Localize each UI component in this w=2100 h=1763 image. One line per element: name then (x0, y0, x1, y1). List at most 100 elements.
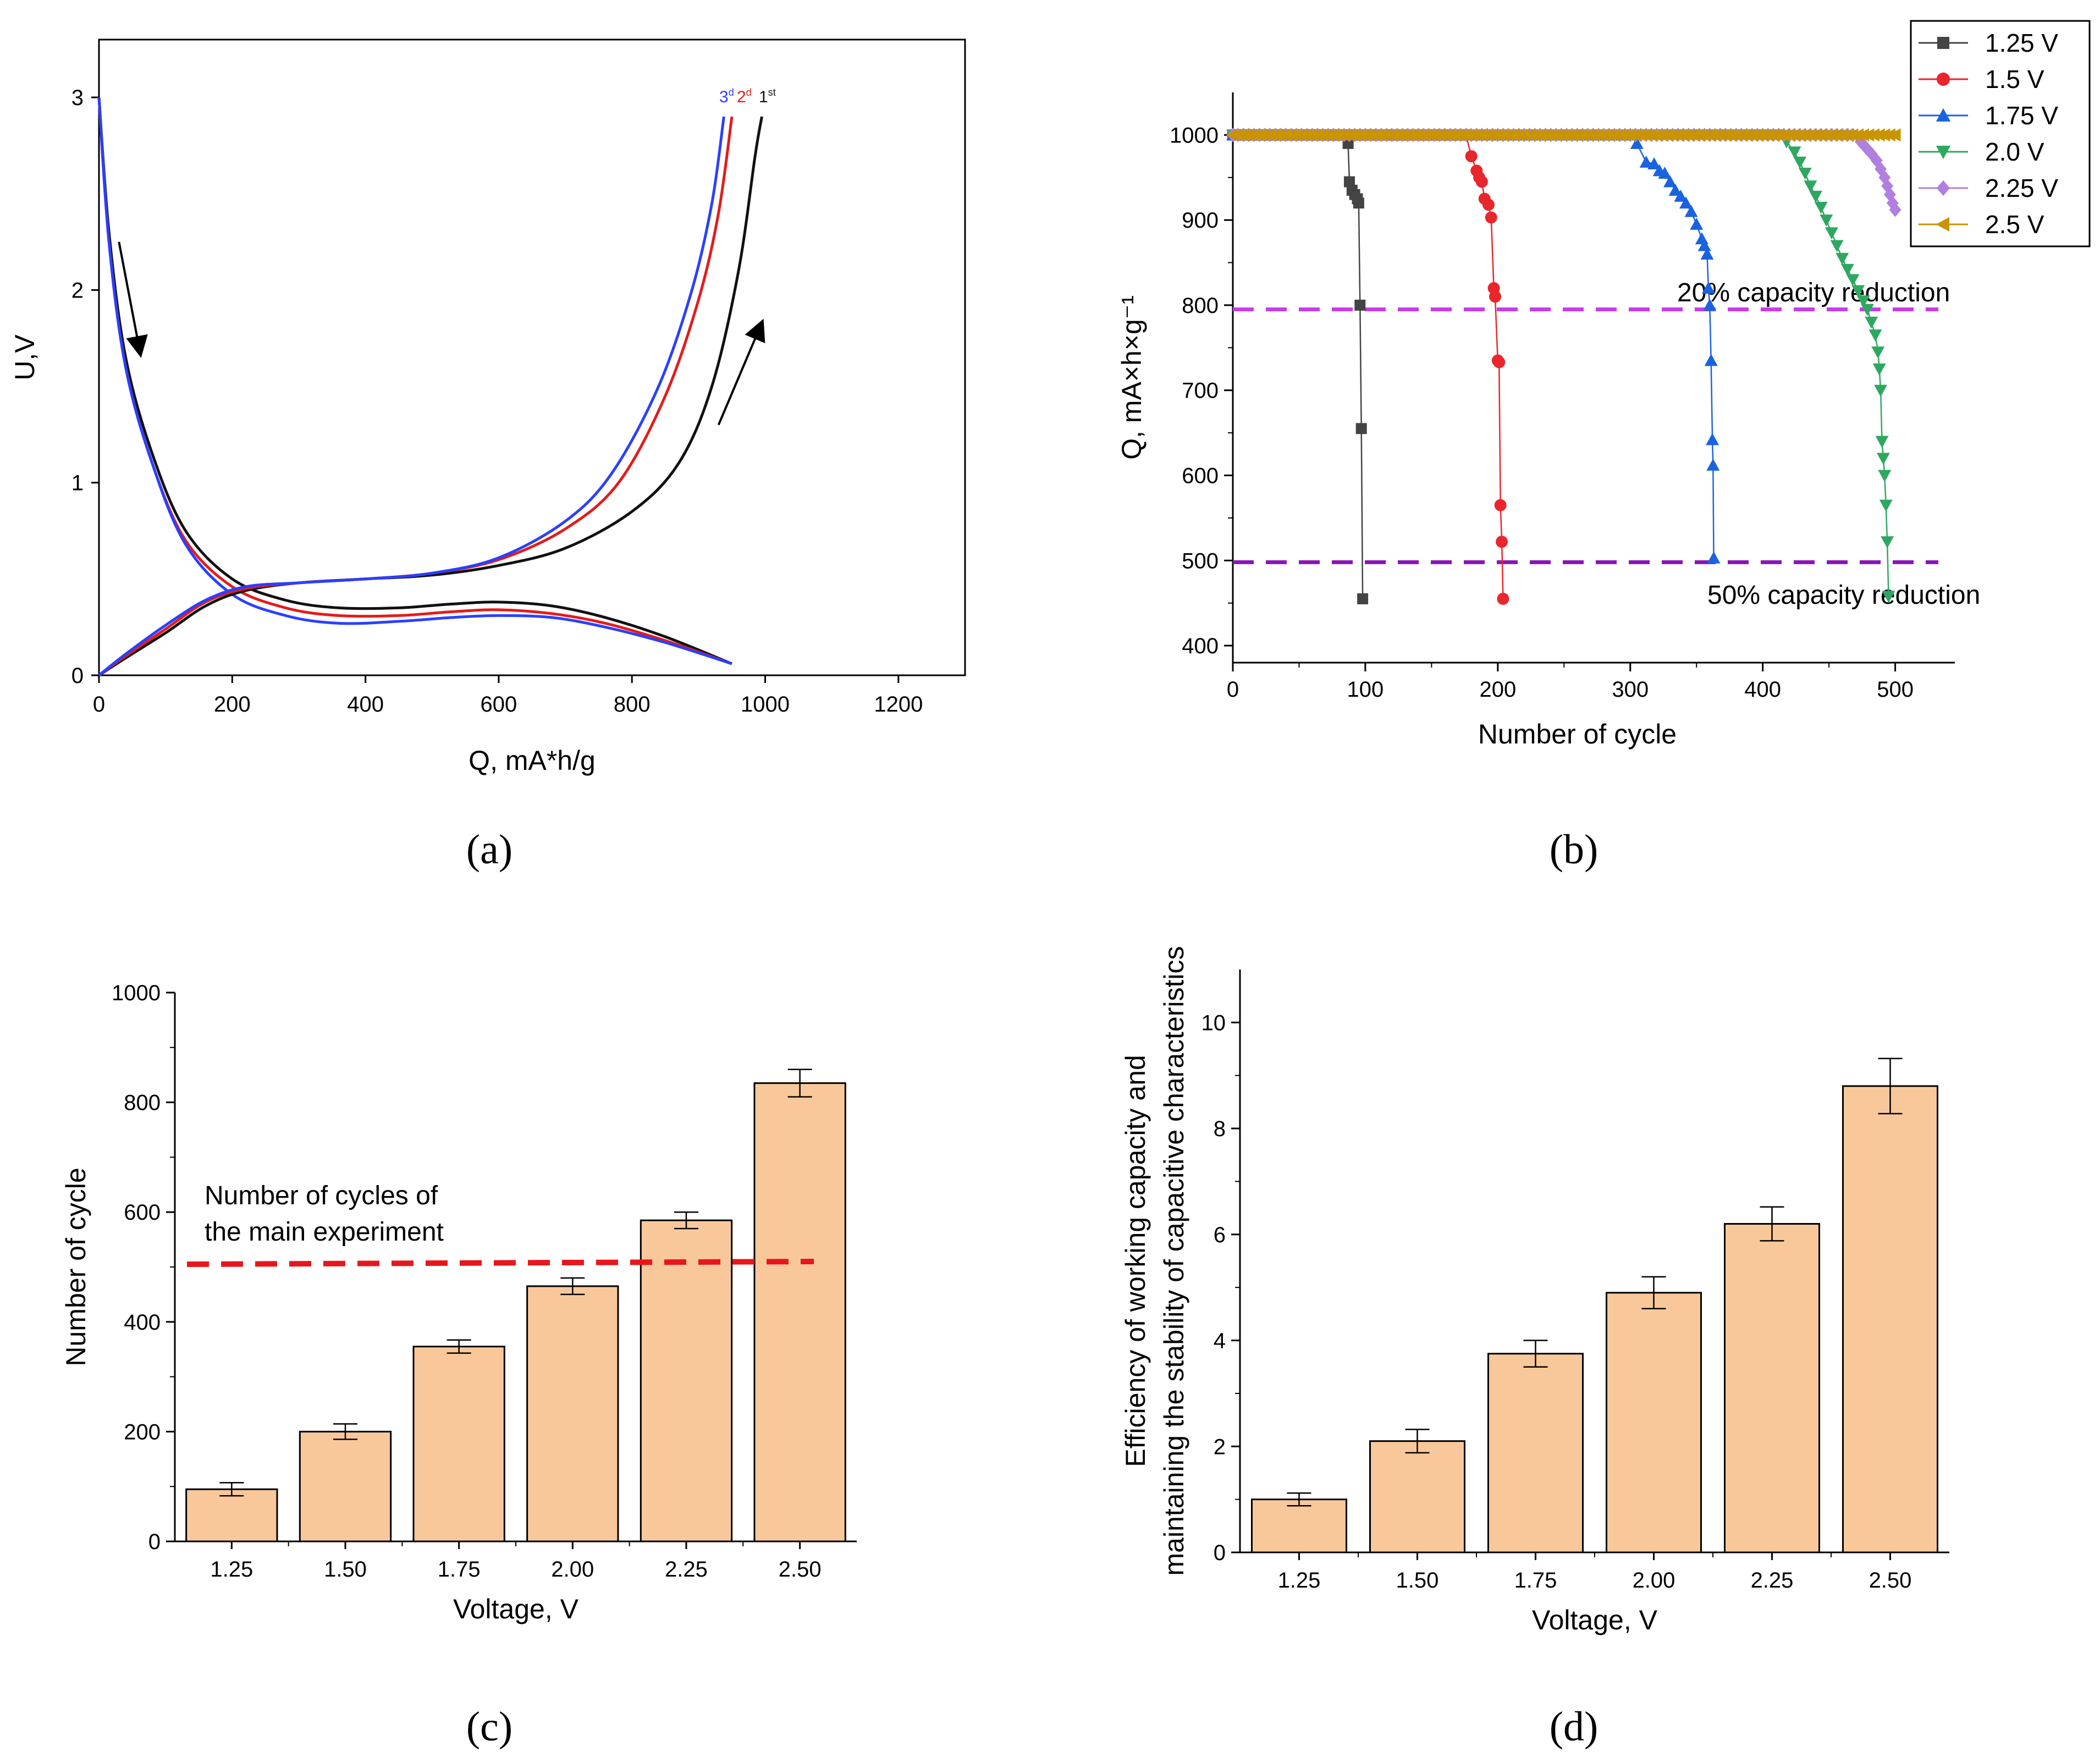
data-point (1868, 329, 1882, 342)
panel-label-c: (c) (466, 1704, 512, 1750)
x-tick-label: 0 (93, 692, 105, 717)
y-tick-label: 400 (124, 1310, 161, 1335)
data-point (1788, 146, 1801, 159)
data-point (1830, 240, 1844, 252)
x-tick-label: 800 (614, 692, 651, 717)
series-line-charge (98, 116, 734, 677)
data-point (1874, 384, 1888, 397)
data-point (1798, 168, 1812, 180)
series-line (1233, 134, 1896, 211)
x-tick-label: 1000 (741, 692, 790, 717)
bar (1724, 1223, 1820, 1553)
data-point (1856, 295, 1870, 308)
data-point (1354, 299, 1366, 311)
data-point (1679, 196, 1693, 209)
curve-label-number: 2 (737, 88, 746, 106)
data-point (1889, 202, 1901, 217)
data-point (1882, 591, 1895, 603)
y-tick-label: 600 (1182, 464, 1219, 488)
data-point (1353, 197, 1364, 209)
data-point (1888, 128, 1901, 142)
legend-swatch-marker (1936, 72, 1950, 86)
data-point (1809, 190, 1823, 203)
reference-line-label: 20% capacity reduction (1677, 278, 1950, 307)
bar (1487, 1353, 1584, 1553)
series-line-discharge (97, 97, 732, 665)
curve-label-number: 3 (719, 88, 729, 106)
series-line-discharge (97, 97, 732, 665)
y-tick-label: 8 (1214, 1117, 1226, 1141)
x-axis-label: Number of cycle (1478, 719, 1677, 750)
data-point (1846, 274, 1860, 287)
series-group (1227, 129, 1369, 604)
x-tick-label: 400 (1744, 677, 1781, 702)
data-point (1706, 458, 1720, 471)
y-tick-label: 900 (1182, 208, 1219, 233)
x-tick-label: 2.50 (1869, 1568, 1912, 1593)
data-point (1355, 423, 1367, 434)
bar (1842, 1085, 1938, 1553)
y-tick-label: 400 (1182, 634, 1219, 658)
x-tick-label: 1.50 (324, 1557, 367, 1582)
curve-label-number: 1 (759, 88, 768, 106)
x-tick-label: 1.75 (1514, 1568, 1557, 1593)
data-point (1658, 167, 1672, 179)
data-point (1647, 157, 1661, 170)
reference-line (186, 1259, 814, 1268)
data-point (1706, 433, 1719, 445)
x-tick-label: 200 (1479, 677, 1516, 702)
data-point (1840, 263, 1854, 276)
chart-panel-d: 0 2 4 6 8 10 1.25 1.50 1.75 2.00 2.25 2.50 Voltage, … (1120, 946, 1949, 1750)
data-point (1871, 346, 1885, 359)
data-point (1820, 214, 1833, 227)
data-point (1497, 592, 1509, 605)
x-tick-label: 100 (1347, 677, 1384, 702)
series-group (1226, 128, 1721, 564)
data-point (1493, 356, 1506, 368)
data-point (1836, 252, 1849, 265)
bar (1369, 1440, 1465, 1553)
direction-arrow (717, 318, 765, 426)
data-point (1851, 285, 1865, 297)
data-point (1697, 239, 1711, 251)
data-point (1482, 199, 1495, 211)
data-point (1703, 298, 1717, 311)
reference-line-label: 50% capacity reduction (1707, 581, 1980, 610)
series-line (1233, 134, 1715, 558)
data-point (1814, 201, 1828, 214)
data-point (1489, 290, 1502, 303)
reference-line-label: the main experiment (205, 1217, 444, 1247)
series-line-charge (98, 116, 725, 676)
curve-label-sup: st (768, 87, 776, 98)
panel-label-b: (b) (1550, 827, 1599, 873)
data-point (1465, 150, 1478, 163)
y-tick-label: 600 (124, 1200, 161, 1225)
y-tick-label: 2 (71, 278, 84, 302)
chart-panel-b: 0 100 200 300 400 500 400 500 600 700 800 900 1000 Nu… (1116, 20, 2091, 873)
legend-swatch-marker (1936, 108, 1951, 122)
x-tick-label: 200 (214, 692, 251, 717)
x-tick-label: 2.00 (1633, 1568, 1675, 1593)
y-axis-label: maintaining the stability of capacitive … (1159, 946, 1189, 1576)
y-tick-label: 3 (71, 86, 84, 110)
y-axis-label: Number of cycle (60, 1167, 91, 1366)
y-tick-label: 1 (71, 471, 84, 495)
data-point (1872, 363, 1886, 376)
series-group (1226, 128, 1901, 142)
curve-label: 2d (737, 87, 752, 106)
x-tick-label: 1.25 (1278, 1568, 1321, 1593)
data-point (1793, 156, 1807, 169)
data-point (1639, 155, 1653, 168)
data-point (1804, 180, 1817, 193)
series-group (1227, 129, 1509, 605)
data-point (1344, 176, 1355, 188)
x-tick-label: 400 (347, 692, 384, 717)
data-point (1475, 175, 1488, 188)
data-point (1704, 354, 1718, 366)
series-line-discharge (97, 97, 732, 665)
curve-label-sup: d (746, 87, 752, 98)
data-point (1695, 232, 1708, 245)
data-point (1876, 453, 1890, 465)
legend-box (1910, 20, 2091, 247)
